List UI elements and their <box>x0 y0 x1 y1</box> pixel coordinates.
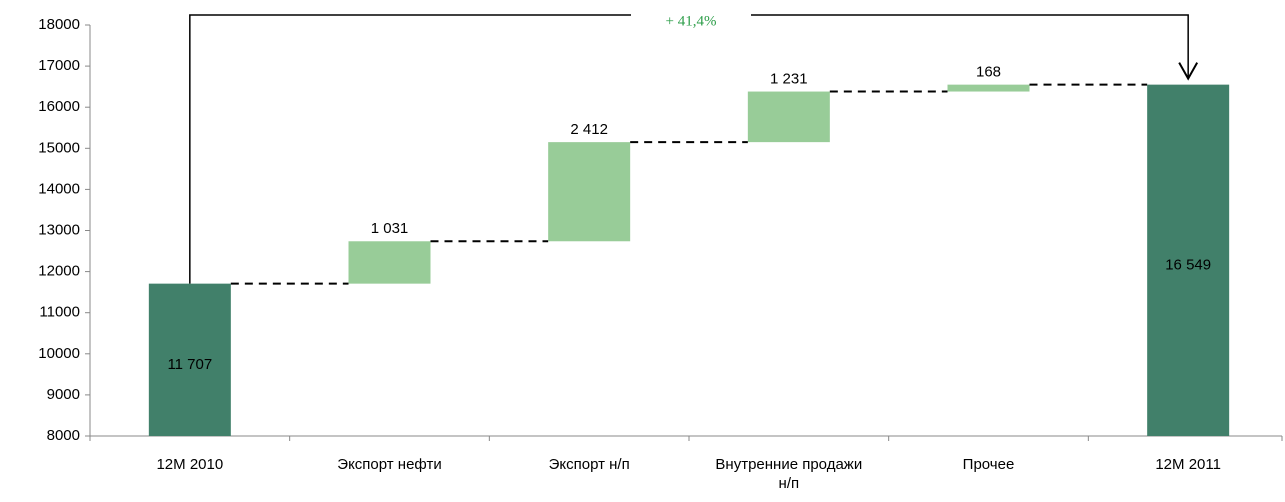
annotation: + 41,4% <box>666 13 717 29</box>
y-tick-label: 10000 <box>38 345 80 362</box>
bar <box>348 241 431 284</box>
x-tick-label: Экспорт нефти <box>337 456 442 473</box>
bracket <box>189 14 1189 284</box>
value-label: 1 231 <box>770 71 808 88</box>
x-tick-label: 12M 2010 <box>156 456 224 473</box>
y-tick-label: 8000 <box>47 427 80 444</box>
x-tick-label: Внутренние продажи н/п <box>715 456 863 492</box>
bar <box>148 283 231 436</box>
value-label: 1 031 <box>371 220 409 237</box>
y-tick-label: 9000 <box>47 386 80 403</box>
y-tick-label: 11000 <box>39 304 80 321</box>
bar <box>947 84 1030 92</box>
bar <box>548 142 631 242</box>
x-tick-label: 12M 2011 <box>1155 456 1221 473</box>
annotation-bg <box>631 4 751 30</box>
y-tick-label: 12000 <box>38 263 80 280</box>
bar <box>747 91 830 143</box>
y-tick-label: 14000 <box>38 180 80 197</box>
bracket-arrow <box>1178 62 1199 81</box>
x-tick-label: Прочее <box>962 456 1015 473</box>
x-tick-label: Экспорт н/п <box>548 456 630 473</box>
value-label: 11 707 <box>167 356 212 373</box>
bar <box>1147 84 1230 436</box>
value-label: 168 <box>976 64 1001 81</box>
y-tick-label: 13000 <box>38 221 80 238</box>
y-tick-label: 15000 <box>38 139 80 156</box>
y-tick-label: 17000 <box>38 57 80 74</box>
y-tick-label: 16000 <box>38 98 80 115</box>
value-label: 16 549 <box>1165 256 1211 273</box>
value-label: 2 412 <box>570 121 608 138</box>
y-tick-label: 18000 <box>38 16 80 33</box>
